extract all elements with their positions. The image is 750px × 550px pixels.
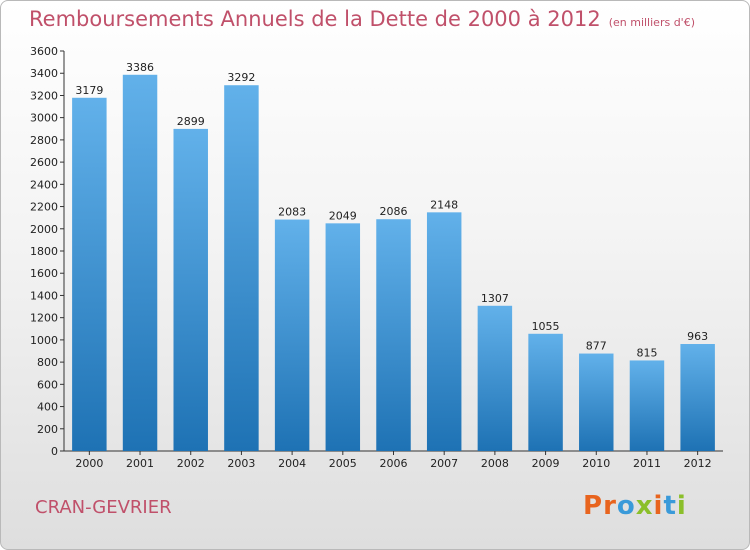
bar — [629, 360, 665, 451]
bar — [579, 353, 614, 451]
y-tick-label: 2000 — [30, 223, 58, 236]
logo-letter: i — [676, 491, 687, 521]
logo-letter: t — [663, 491, 677, 521]
city-name: CRAN-GEVRIER — [35, 497, 172, 518]
bar — [173, 128, 208, 451]
y-tick-label: 2400 — [30, 178, 58, 191]
y-tick-label: 400 — [37, 401, 58, 414]
bar — [274, 219, 310, 451]
data-label: 2049 — [329, 209, 357, 222]
x-tick-label: 2000 — [75, 457, 103, 470]
chart-bars — [72, 74, 715, 452]
data-label: 1307 — [481, 292, 509, 305]
chart-title-text: Remboursements Annuels de la Dette de 20… — [29, 7, 601, 31]
bar — [122, 74, 158, 452]
x-tick-label: 2009 — [532, 457, 560, 470]
x-tick-label: 2005 — [329, 457, 357, 470]
y-tick-label: 2600 — [30, 156, 58, 169]
chart-data-labels: 3179 3386 2899 3292 2083 2049 2086 2148 1307 1055… — [75, 61, 708, 360]
x-tick-label: 2012 — [684, 457, 712, 470]
data-label: 963 — [687, 330, 708, 343]
logo-letter: o — [616, 491, 636, 521]
chart-axes: 0 200 400 600 800 1000 1200 1400 1600 1800 2000 220… — [30, 45, 723, 470]
bar — [528, 333, 563, 451]
data-label: 1055 — [532, 320, 560, 333]
data-label: 3386 — [126, 61, 154, 74]
data-label: 2086 — [380, 205, 408, 218]
chart-subtitle: (en milliers d'€) — [608, 16, 695, 29]
bar — [680, 344, 715, 451]
data-label: 3179 — [75, 84, 103, 97]
y-tick-label: 1800 — [30, 245, 58, 258]
x-tick-label: 2004 — [278, 457, 306, 470]
bar — [325, 223, 361, 451]
x-tick-label: 2002 — [177, 457, 205, 470]
logo-letter: P — [583, 491, 604, 521]
y-tick-label: 3600 — [30, 45, 58, 58]
bar — [224, 85, 259, 451]
x-tick-label: 2003 — [227, 457, 255, 470]
data-label: 2148 — [430, 198, 458, 211]
y-tick-label: 3200 — [30, 89, 58, 102]
y-tick-label: 1400 — [30, 289, 58, 302]
x-tick-label: 2011 — [633, 457, 661, 470]
chart-title: Remboursements Annuels de la Dette de 20… — [29, 7, 695, 31]
data-label: 2083 — [278, 206, 306, 219]
bar — [477, 305, 513, 451]
y-tick-label: 1000 — [30, 334, 58, 347]
y-tick-label: 2800 — [30, 134, 58, 147]
y-tick-label: 3000 — [30, 112, 58, 125]
bar — [426, 212, 462, 451]
y-tick-label: 3400 — [30, 67, 58, 80]
x-tick-label: 2010 — [582, 457, 610, 470]
proxiti-logo: Proxiti — [583, 491, 687, 521]
y-tick-label: 600 — [37, 378, 58, 391]
bar — [72, 97, 107, 452]
x-tick-label: 2006 — [380, 457, 408, 470]
y-tick-label: 1600 — [30, 267, 58, 280]
data-label: 815 — [636, 346, 657, 359]
x-tick-label: 2007 — [430, 457, 458, 470]
data-label: 877 — [586, 340, 607, 353]
y-tick-label: 1200 — [30, 312, 58, 325]
logo-letter: r — [603, 491, 617, 521]
bar — [376, 219, 411, 451]
data-label: 2899 — [177, 115, 205, 128]
y-tick-label: 800 — [37, 356, 58, 369]
y-tick-label: 2200 — [30, 201, 58, 214]
x-tick-label: 2001 — [126, 457, 154, 470]
logo-letter: i — [653, 491, 664, 521]
data-label: 3292 — [227, 71, 255, 84]
y-tick-label: 0 — [51, 445, 58, 458]
y-tick-label: 200 — [37, 423, 58, 436]
logo-letter: x — [635, 491, 654, 521]
x-tick-label: 2008 — [481, 457, 509, 470]
